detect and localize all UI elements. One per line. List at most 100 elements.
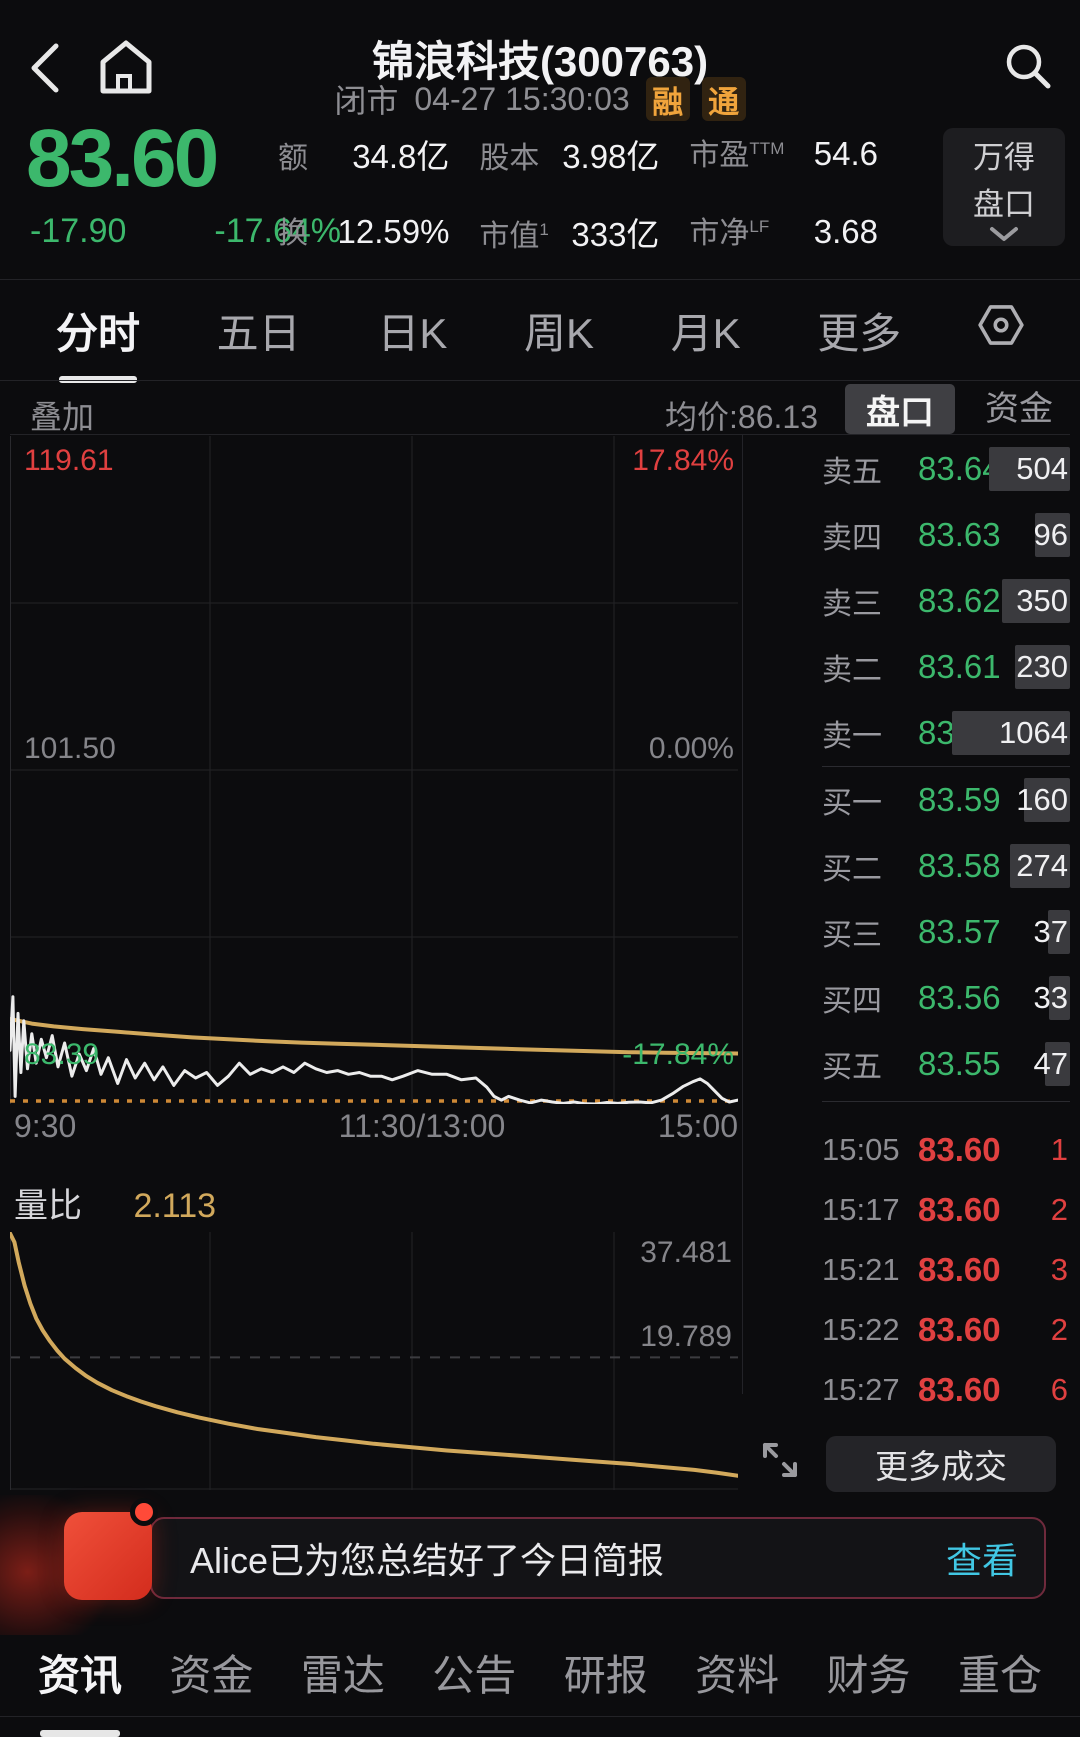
order-price: 83.59 (918, 781, 1001, 818)
order-row-buy[interactable]: 买三 83.57 37 (742, 899, 1080, 965)
stat-value: 3.68 (813, 213, 878, 250)
volume-ratio-value: 2.113 (133, 1187, 217, 1225)
wind-orderbook-button[interactable]: 万得 盘口 (943, 128, 1065, 246)
nav-item-公告[interactable]: 公告 (432, 1651, 517, 1699)
stat-股本: 股本 3.98亿 (479, 130, 659, 178)
trade-price: 83.60 (918, 1311, 1001, 1348)
order-level-label: 卖四 (822, 522, 882, 555)
tab-funds[interactable]: 资金 (985, 390, 1053, 428)
order-price: 83.56 (918, 979, 1001, 1016)
stat-label: 市盈TTM (689, 139, 785, 172)
panel-divider (742, 434, 743, 1394)
order-level-label: 卖一 (822, 720, 882, 753)
notification-dot (130, 1498, 158, 1526)
wind-button-line2: 盘口 (973, 187, 1035, 222)
volume-ratio-legend: 量比 2.113 (14, 1178, 216, 1227)
order-row-sell[interactable]: 卖一83.601064 (742, 700, 1080, 766)
chevron-down-icon (990, 227, 1018, 241)
order-price: 83.57 (918, 913, 1001, 950)
time-axis: 9:30 11:30/13:00 15:00 (10, 1108, 738, 1148)
trade-volume: 2 (1050, 1312, 1068, 1347)
time-close: 15:00 (657, 1108, 738, 1144)
tab-日K[interactable]: 日K (377, 309, 448, 357)
tab-orderbook[interactable]: 盘口 (845, 384, 955, 434)
back-icon[interactable] (24, 40, 64, 101)
volume-bar (1010, 844, 1070, 888)
divider (10, 434, 1070, 435)
wind-button-line1: 万得 (973, 140, 1035, 175)
ylabel-high-pct: 17.84% (632, 444, 734, 477)
volume-bar (1024, 778, 1070, 822)
quote-datetime: 04-27 15:30:03 (414, 80, 630, 117)
intraday-chart-canvas (10, 436, 738, 1104)
ylabel-prevclose: 101.50 (24, 732, 116, 765)
stock-badges: 融通 (645, 77, 746, 121)
stat-label: 市净LF (689, 217, 770, 250)
nav-item-重仓[interactable]: 重仓 (957, 1651, 1042, 1699)
order-row-buy[interactable]: 买四 83.56 33 (742, 965, 1080, 1031)
trade-row[interactable]: 15:27 83.60 6 (742, 1360, 1080, 1420)
trade-time: 15:21 (822, 1252, 900, 1287)
order-volume: 47 (1033, 1046, 1068, 1081)
intraday-chart[interactable]: 119.61 17.84% 101.50 0.00% 83.39 -17.84% (10, 436, 738, 1104)
alice-app-icon[interactable] (64, 1512, 152, 1600)
tab-周K[interactable]: 周K (523, 309, 594, 357)
order-volume: 230 (1016, 649, 1068, 684)
order-level-label: 买五 (822, 1051, 882, 1084)
nav-item-资料[interactable]: 资料 (695, 1651, 780, 1699)
search-icon[interactable] (1000, 38, 1056, 99)
trade-price: 83.60 (918, 1191, 1001, 1228)
trade-time: 15:22 (822, 1312, 900, 1347)
order-row-buy[interactable]: 买五 83.55 47 (742, 1031, 1080, 1097)
page-title: 锦浪科技(300763) (371, 38, 709, 85)
order-row-sell[interactable]: 卖四 83.63 96 (742, 502, 1080, 568)
order-row-buy[interactable]: 买一 83.59 160 (742, 767, 1080, 833)
trade-row[interactable]: 15:17 83.60 2 (742, 1180, 1080, 1240)
divider (0, 279, 1080, 280)
overlay-button[interactable]: 叠加 (30, 399, 95, 435)
tab-更多[interactable]: 更多 (817, 309, 902, 357)
order-price: 83.58 (918, 847, 1001, 884)
order-volume: 37 (1033, 914, 1068, 949)
volume-ratio-chart[interactable]: 37.481 19.789 (10, 1232, 738, 1490)
stat-额: 额 34.8亿 (278, 130, 449, 178)
orderbook-divider (822, 766, 1070, 767)
trade-price: 83.60 (918, 1131, 1001, 1168)
order-row-sell[interactable]: 卖五 83.64 504 (742, 436, 1080, 502)
order-volume: 274 (1016, 848, 1068, 883)
volume-bar (1048, 910, 1070, 954)
order-volume: 96 (1033, 517, 1068, 552)
chart-settings-icon[interactable] (978, 302, 1024, 358)
trade-volume: 1 (1050, 1132, 1068, 1167)
trade-row[interactable]: 15:22 83.60 2 (742, 1300, 1080, 1360)
market-status: 闭市 (334, 83, 399, 119)
nav-item-雷达[interactable]: 雷达 (300, 1651, 385, 1699)
tab-月K[interactable]: 月K (670, 309, 741, 357)
alice-view-link[interactable]: 查看 (945, 1540, 1018, 1581)
home-icon[interactable] (96, 36, 156, 103)
nav-item-研报[interactable]: 研报 (563, 1651, 648, 1699)
market-status-row: 闭市 04-27 15:30:03 融通 (0, 76, 1080, 122)
trade-row[interactable]: 15:05 83.60 1 (742, 1120, 1080, 1180)
order-price: 83.61 (918, 648, 1001, 685)
stat-value: 333亿 (571, 216, 660, 253)
more-trades-button[interactable]: 更多成交 (826, 1436, 1056, 1492)
tab-分时[interactable]: 分时 (56, 300, 140, 361)
trade-time: 15:17 (822, 1192, 900, 1227)
alice-banner[interactable]: Alice已为您总结好了今日简报 查看 (150, 1517, 1046, 1599)
order-row-sell[interactable]: 卖三 83.62 350 (742, 568, 1080, 634)
volume-bar (1035, 513, 1070, 557)
nav-item-资金[interactable]: 资金 (169, 1651, 254, 1699)
order-level-label: 卖五 (822, 456, 882, 489)
nav-item-资讯[interactable]: 资讯 (38, 1642, 122, 1703)
divider (0, 380, 1080, 381)
time-open: 9:30 (14, 1108, 77, 1144)
order-row-buy[interactable]: 买二 83.58 274 (742, 833, 1080, 899)
nav-item-财务[interactable]: 财务 (826, 1651, 911, 1699)
tab-五日[interactable]: 五日 (216, 309, 301, 357)
trade-row[interactable]: 15:21 83.60 3 (742, 1240, 1080, 1300)
order-row-sell[interactable]: 卖二 83.61 230 (742, 634, 1080, 700)
divider (0, 1716, 1080, 1717)
bottom-nav: 资讯 资金 雷达 公告 研报 资料 财务 重仓 (0, 1630, 1080, 1714)
expand-icon[interactable] (756, 1436, 804, 1489)
